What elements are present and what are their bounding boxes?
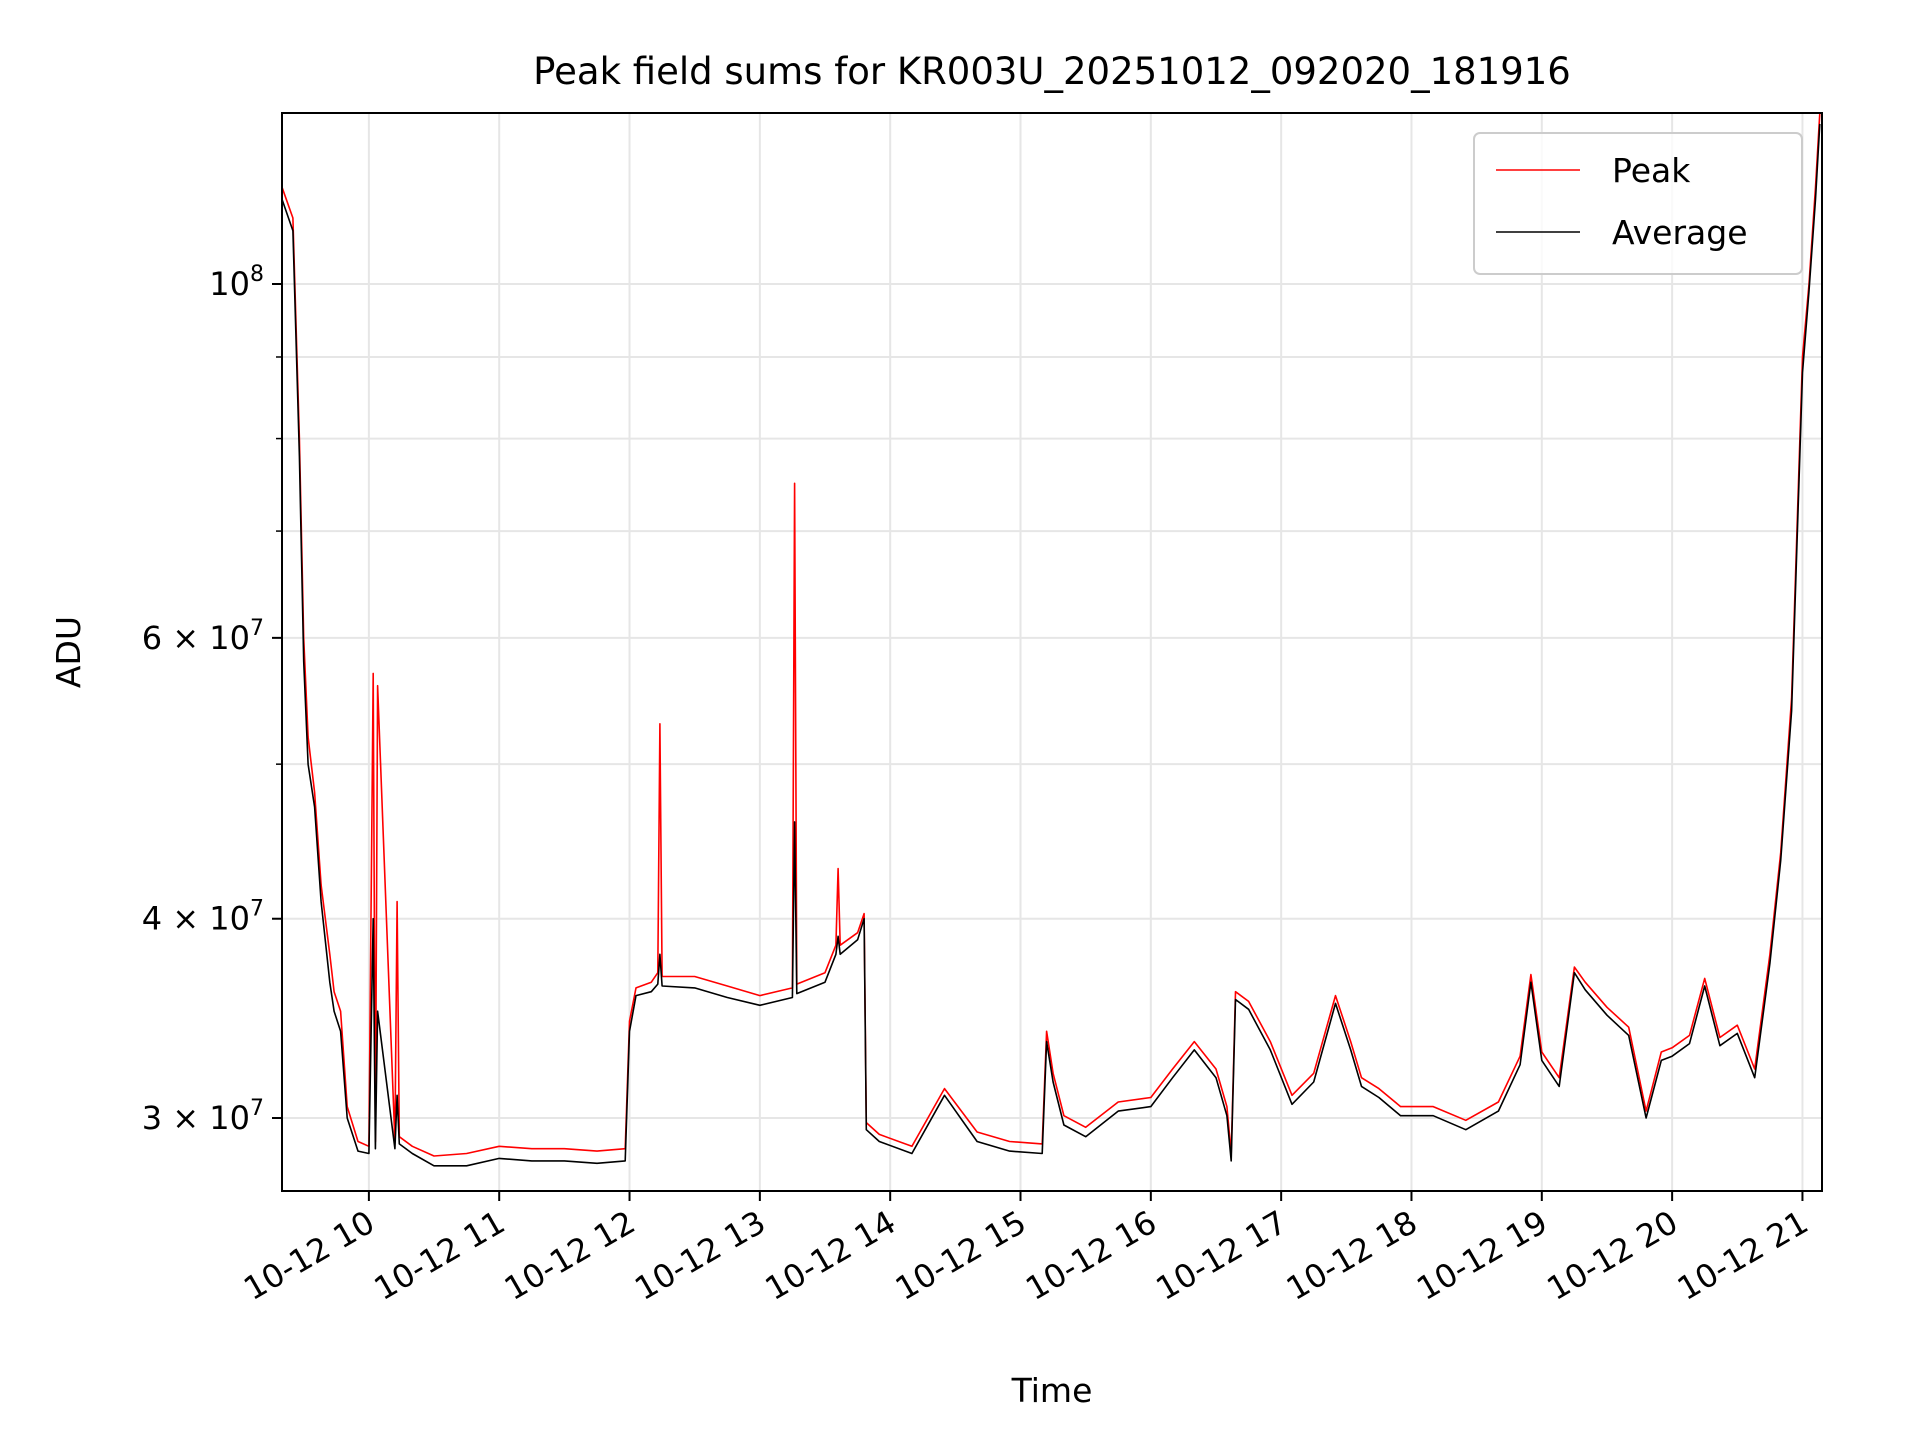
chart-title: Peak field sums for KR003U_20251012_0920… xyxy=(533,50,1571,93)
legend-box xyxy=(1473,132,1803,275)
legend-peak-label: Peak xyxy=(1612,151,1691,190)
y-tick-label: 3 × 107 xyxy=(142,1096,264,1137)
plot-frame xyxy=(281,112,1823,1192)
grid xyxy=(282,113,1822,1191)
y-tick-label: 108 xyxy=(209,262,264,303)
series-line-peak xyxy=(281,112,1821,1157)
series-line-average xyxy=(281,123,1821,1167)
legend-average-label: Average xyxy=(1612,213,1748,252)
legend: Peak Average xyxy=(1473,132,1803,275)
y-axis: 3 × 107 4 × 107 6 × 107 108 xyxy=(142,262,282,1137)
y-tick-label: 6 × 107 xyxy=(142,616,264,657)
series-layer xyxy=(281,112,1821,1167)
x-axis-label: Time xyxy=(1011,1371,1093,1410)
y-tick-label: 4 × 107 xyxy=(142,897,264,938)
y-axis-label: ADU xyxy=(49,616,88,688)
